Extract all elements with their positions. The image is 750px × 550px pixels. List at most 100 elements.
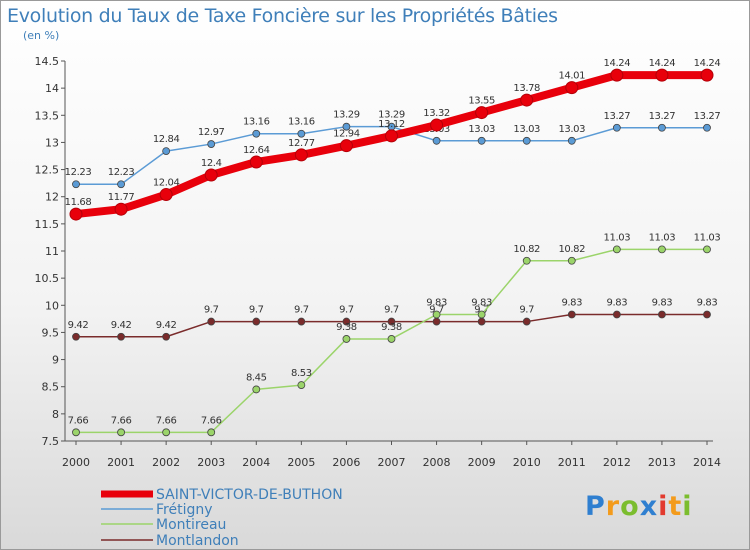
- data-point: [297, 317, 306, 326]
- data-point: [658, 123, 666, 132]
- data-label: 9.7: [519, 305, 534, 316]
- data-label: 13.78: [513, 83, 540, 94]
- x-tick-label: 2010: [513, 456, 541, 469]
- data-label: 13.03: [558, 124, 585, 135]
- y-tick-label: 7.5: [42, 435, 60, 448]
- data-point: [342, 122, 351, 131]
- data-label: 8.53: [291, 368, 312, 379]
- data-label: 11.03: [649, 232, 676, 243]
- data-point: [522, 136, 531, 145]
- x-tick-label: 2005: [287, 456, 315, 469]
- data-label: 11.03: [694, 232, 721, 243]
- data-point: [658, 310, 666, 319]
- data-point: [297, 129, 306, 138]
- data-label: 12.4: [201, 158, 222, 169]
- data-point: [117, 180, 125, 189]
- y-tick-label: 13: [45, 136, 59, 149]
- data-point: [297, 381, 306, 389]
- data-label: 12.64: [243, 145, 270, 156]
- data-label: 13.29: [333, 110, 360, 121]
- data-point: [387, 335, 396, 343]
- data-label: 11.77: [108, 192, 135, 203]
- legend-label: Montlandon: [156, 533, 239, 549]
- data-label: 13.03: [468, 124, 495, 135]
- data-label: 7.66: [68, 415, 89, 426]
- y-tick-label: 14: [45, 82, 59, 95]
- data-point: [114, 202, 128, 216]
- data-point: [162, 332, 171, 341]
- data-point: [252, 385, 261, 394]
- data-label: 14.24: [604, 58, 631, 69]
- data-label: 13.16: [243, 117, 270, 128]
- data-label: 12.77: [288, 138, 315, 149]
- data-point: [117, 332, 125, 341]
- data-label: 12.84: [153, 134, 180, 145]
- data-point: [477, 310, 486, 319]
- y-tick-label: 8: [52, 408, 59, 421]
- data-point: [658, 245, 666, 254]
- logo-letter: i: [658, 491, 669, 522]
- logo-letter: i: [682, 491, 693, 522]
- data-point: [567, 256, 576, 265]
- data-label: 9.83: [561, 298, 582, 309]
- data-label: 14.24: [694, 58, 721, 69]
- data-point: [612, 245, 621, 254]
- logo-letter: P: [585, 491, 606, 522]
- data-point: [342, 335, 351, 343]
- data-point: [655, 68, 669, 82]
- logo-letter: x: [639, 491, 659, 522]
- data-point: [204, 168, 218, 182]
- data-point: [612, 310, 621, 319]
- chart-title: Evolution du Taux de Taxe Foncière sur l…: [7, 5, 558, 27]
- data-label: 12.04: [153, 178, 180, 189]
- data-label: 12.23: [65, 167, 92, 178]
- data-label: 9.38: [336, 322, 357, 333]
- y-tick-label: 11.5: [35, 218, 60, 231]
- data-label: 12.23: [108, 167, 135, 178]
- y-tick-label: 13.5: [35, 109, 60, 122]
- data-point: [430, 118, 444, 132]
- data-point: [522, 256, 531, 265]
- data-label: 13.27: [649, 111, 676, 122]
- data-point: [612, 123, 621, 132]
- data-point: [294, 148, 308, 162]
- legend-item: Montlandon: [101, 533, 239, 549]
- data-label: 7.66: [201, 415, 222, 426]
- data-label: 13.27: [694, 111, 721, 122]
- x-tick-label: 2002: [152, 456, 180, 469]
- data-label: 9.83: [471, 298, 492, 309]
- x-tick-label: 2004: [242, 456, 270, 469]
- data-point: [385, 129, 398, 143]
- data-label: 14.01: [558, 71, 585, 82]
- x-tick-label: 2000: [62, 456, 90, 469]
- x-tick-label: 2012: [603, 456, 631, 469]
- data-label: 12.94: [333, 129, 360, 140]
- data-point: [520, 93, 534, 107]
- data-label: 9.42: [111, 320, 132, 331]
- data-point: [610, 68, 624, 82]
- data-point: [565, 81, 579, 95]
- data-point: [477, 136, 486, 145]
- data-label: 9.7: [339, 305, 354, 316]
- data-point: [432, 310, 441, 319]
- data-label: 7.66: [111, 415, 132, 426]
- x-tick-label: 2013: [648, 456, 676, 469]
- x-tick-label: 2007: [378, 456, 406, 469]
- data-label: 9.42: [156, 320, 177, 331]
- data-point: [475, 106, 489, 120]
- series-montlandon: 9.42 9.42 9.429.7 9.7 9.7 9.7 9.7 9.7 9.7 9.79.83…: [68, 298, 718, 341]
- data-label: 13.32: [423, 108, 450, 119]
- data-point: [339, 139, 353, 153]
- data-label: 9.38: [381, 322, 402, 333]
- y-tick-label: 9: [52, 354, 59, 367]
- data-point: [477, 317, 486, 326]
- data-label: 14.24: [649, 58, 676, 69]
- x-tick-label: 2011: [558, 456, 586, 469]
- data-label: 9.83: [697, 298, 718, 309]
- data-label: 13.29: [378, 110, 405, 121]
- data-label: 9.83: [426, 298, 447, 309]
- data-label: 9.7: [249, 305, 264, 316]
- data-point: [207, 317, 216, 326]
